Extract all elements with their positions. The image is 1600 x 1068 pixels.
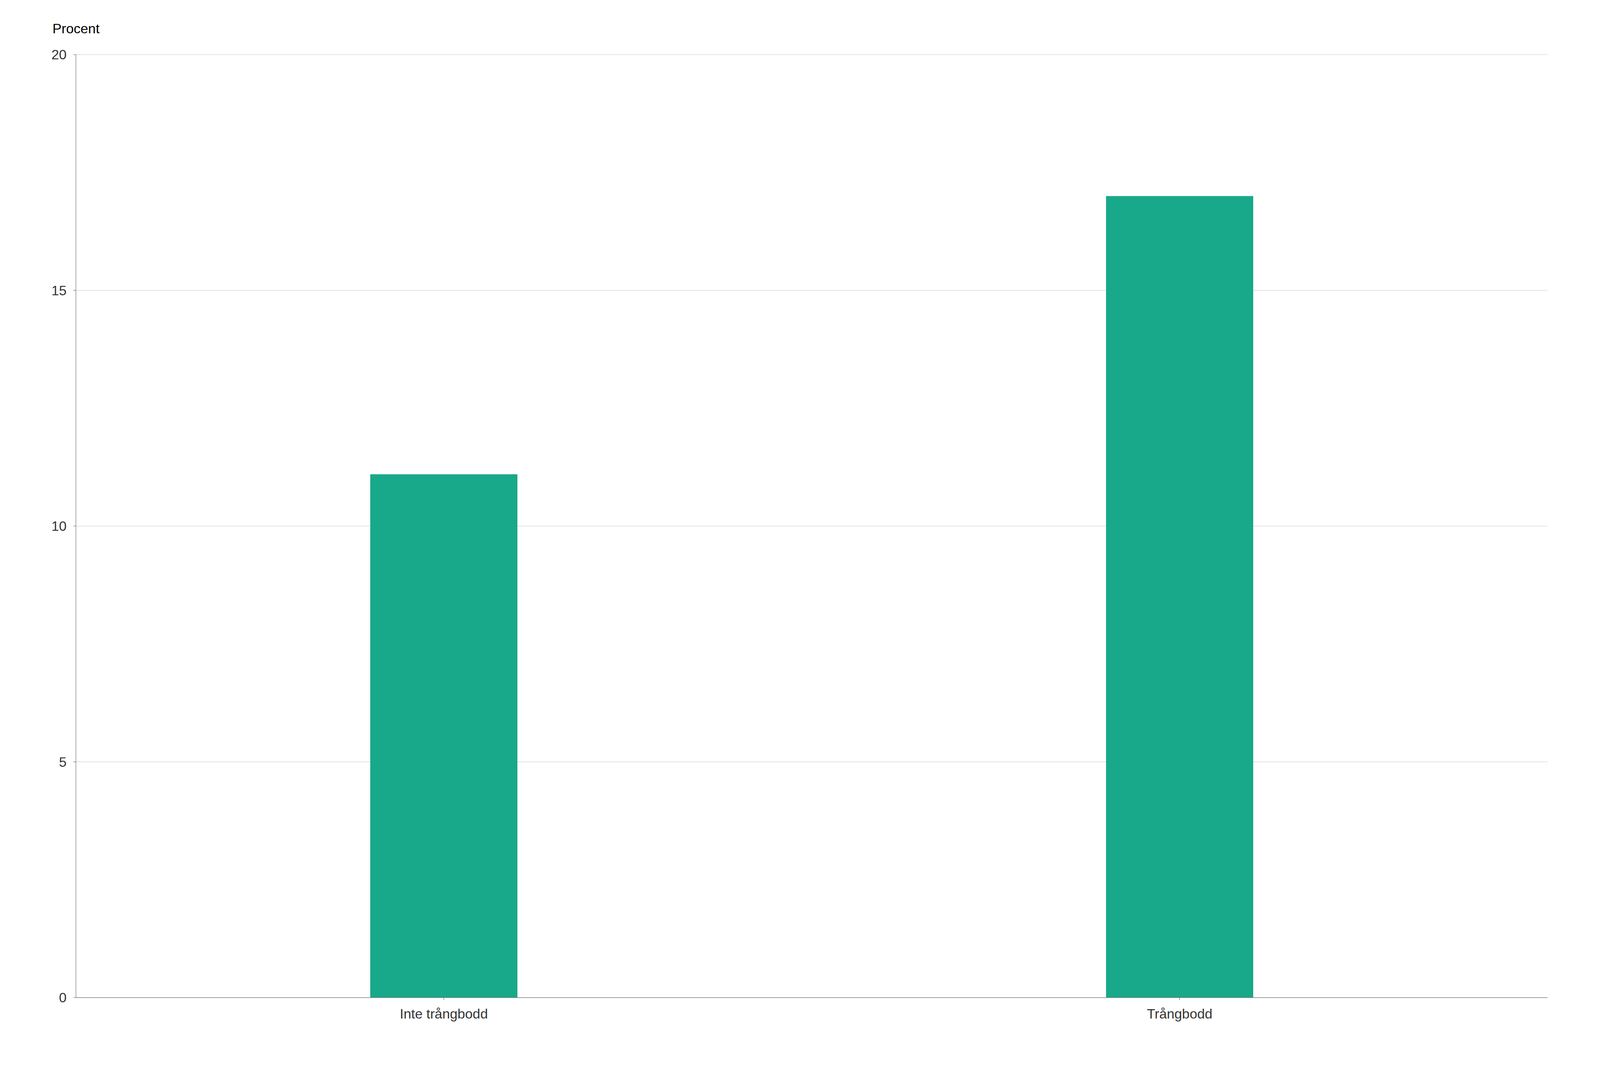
svg-text:Inte trångbodd: Inte trångbodd <box>399 1005 488 1022</box>
svg-text:Procent: Procent <box>52 20 100 37</box>
svg-text:15: 15 <box>51 282 67 299</box>
svg-text:5: 5 <box>58 754 67 770</box>
svg-text:20: 20 <box>51 46 67 63</box>
svg-text:10: 10 <box>51 518 67 534</box>
svg-text:0: 0 <box>58 989 67 1005</box>
svg-text:Trångbodd: Trångbodd <box>1147 1005 1213 1022</box>
